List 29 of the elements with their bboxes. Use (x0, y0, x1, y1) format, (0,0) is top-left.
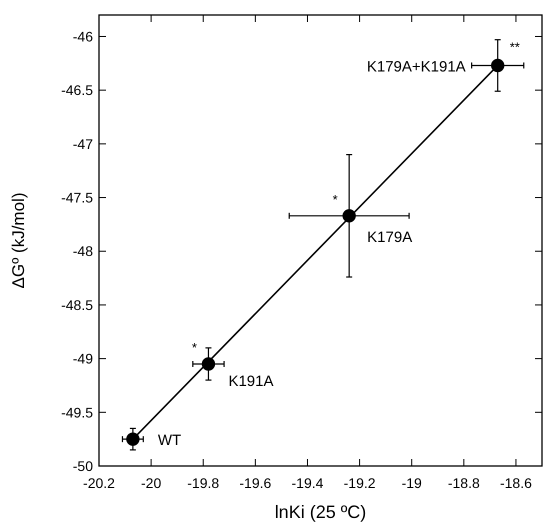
x-tick-label: -19.2 (344, 475, 376, 491)
x-tick-label: -19 (402, 475, 422, 491)
x-tick-label: -18.6 (500, 475, 532, 491)
y-tick-label: -47 (72, 136, 94, 152)
y-tick-label: -48.5 (61, 296, 94, 313)
y-tick-label: -47.5 (61, 190, 94, 206)
annotation: * (332, 192, 338, 207)
y-tick-label: -46.5 (61, 82, 94, 98)
x-tick-label: -19.6 (239, 475, 272, 491)
annotation: * (192, 340, 197, 355)
x-tick-label: -20 (141, 475, 162, 491)
point (491, 58, 504, 72)
annotation: ** (510, 39, 520, 54)
annotation: WT (158, 432, 182, 450)
x-tick-label: -19.8 (187, 475, 220, 491)
x-tick-label: -19.4 (292, 475, 324, 491)
x-tick-label: -18.8 (448, 475, 480, 491)
point (126, 432, 140, 446)
y-tick-label: -46 (72, 28, 94, 44)
x-tick-label: -20.2 (83, 475, 116, 491)
y-axis-title: ΔGº (kJ/mol) (9, 192, 28, 288)
y-tick-label: -49.5 (61, 404, 94, 420)
y-tick-label: -49 (72, 350, 94, 367)
annotation: K179A (367, 228, 412, 246)
annotation: K179A+K191A (366, 58, 466, 76)
y-tick-label: -48 (72, 243, 94, 260)
annotation: K191A (228, 372, 274, 390)
x-axis-title: lnKi (25 ºC) (274, 502, 366, 522)
y-tick-label: -50 (72, 458, 94, 474)
